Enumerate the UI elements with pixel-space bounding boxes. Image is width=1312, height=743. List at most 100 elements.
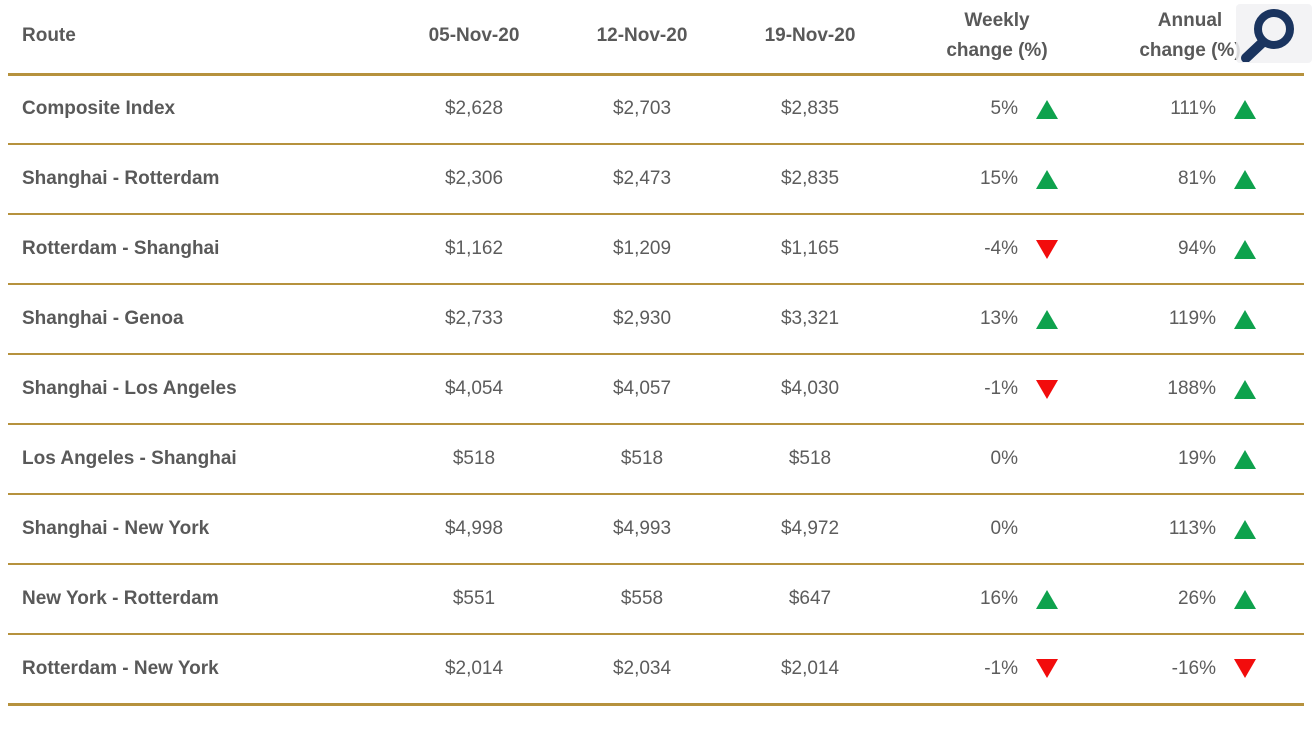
- table-header: Route 05-Nov-20 12-Nov-20 19-Nov-20 Week…: [8, 0, 1304, 76]
- triangle-down-icon: [1036, 379, 1058, 399]
- weekly-change-value: 13%: [979, 308, 1018, 329]
- annual-change-value: 81%: [1177, 168, 1216, 189]
- rate-value-date-2: $2,930: [558, 284, 726, 355]
- triangle-up-icon: [1036, 309, 1058, 329]
- route-name: Shanghai - Los Angeles: [8, 354, 390, 425]
- rate-value-date-2: $2,473: [558, 144, 726, 215]
- column-header-weekly-change: Weekly change (%): [894, 0, 1084, 76]
- weekly-change-value: 16%: [979, 588, 1018, 609]
- annual-change-value: 119%: [1168, 308, 1216, 329]
- rate-value-date-3: $4,030: [726, 354, 894, 425]
- rate-value-date-3: $518: [726, 424, 894, 495]
- rate-value-date-1: $2,733: [390, 284, 558, 355]
- table-row: Shanghai - Genoa $2,733 $2,930 $3,321 13…: [8, 284, 1304, 355]
- weekly-change-cell: 0%: [894, 424, 1084, 495]
- annual-change-cell: 26%: [1084, 564, 1304, 635]
- rate-value-date-3: $647: [726, 564, 894, 635]
- rate-value-date-3: $2,835: [726, 74, 894, 145]
- annual-change-value: 94%: [1177, 238, 1216, 259]
- table-row: Shanghai - Rotterdam $2,306 $2,473 $2,83…: [8, 144, 1304, 215]
- column-header-route: Route: [8, 0, 390, 76]
- rate-value-date-1: $518: [390, 424, 558, 495]
- weekly-change-value: 5%: [990, 98, 1018, 120]
- rate-value-date-3: $4,972: [726, 494, 894, 565]
- triangle-down-icon: [1036, 659, 1058, 679]
- annual-change-label-line2: change (%): [1139, 40, 1241, 62]
- table-row: Rotterdam - Shanghai $1,162 $1,209 $1,16…: [8, 214, 1304, 285]
- rate-value-date-1: $551: [390, 564, 558, 635]
- weekly-change-label-line1: Weekly: [964, 10, 1030, 32]
- rate-value-date-2: $558: [558, 564, 726, 635]
- triangle-up-icon: [1234, 239, 1256, 259]
- rate-value-date-2: $1,209: [558, 214, 726, 285]
- weekly-change-cell: 15%: [894, 144, 1084, 215]
- rate-value-date-3: $2,835: [726, 144, 894, 215]
- annual-change-cell: 19%: [1084, 424, 1304, 495]
- annual-change-cell: 94%: [1084, 214, 1304, 285]
- rate-value-date-3: $2,014: [726, 634, 894, 706]
- search-icon: [1241, 8, 1294, 62]
- weekly-change-value: -1%: [984, 378, 1018, 399]
- rate-value-date-1: $4,054: [390, 354, 558, 425]
- triangle-up-icon: [1036, 169, 1058, 189]
- annual-change-cell: 111%: [1084, 74, 1304, 145]
- rate-value-date-2: $4,993: [558, 494, 726, 565]
- route-name: Shanghai - New York: [8, 494, 390, 565]
- weekly-change-cell: -1%: [894, 354, 1084, 425]
- rate-value-date-2: $2,703: [558, 74, 726, 145]
- weekly-change-value: 15%: [979, 168, 1018, 189]
- weekly-change-cell: -4%: [894, 214, 1084, 285]
- triangle-up-icon: [1234, 589, 1256, 609]
- weekly-change-value: 0%: [990, 518, 1018, 539]
- triangle-down-icon: [1234, 659, 1256, 679]
- annual-change-value: 111%: [1170, 98, 1216, 120]
- weekly-change-value: 0%: [990, 448, 1018, 469]
- weekly-change-value: -1%: [984, 657, 1018, 679]
- table-row: Los Angeles - Shanghai $518 $518 $518 0%…: [8, 424, 1304, 495]
- annual-change-value: -16%: [1171, 657, 1216, 679]
- rate-value-date-1: $2,306: [390, 144, 558, 215]
- column-header-date-3: 19-Nov-20: [726, 0, 894, 76]
- annual-change-label-line1: Annual: [1157, 10, 1223, 32]
- triangle-up-icon: [1036, 99, 1058, 119]
- freight-rates-table: Route 05-Nov-20 12-Nov-20 19-Nov-20 Week…: [8, 0, 1304, 706]
- annual-change-value: 113%: [1168, 518, 1216, 539]
- column-header-date-1: 05-Nov-20: [390, 0, 558, 76]
- table-row: Composite Index $2,628 $2,703 $2,835 5% …: [8, 74, 1304, 145]
- route-name: Rotterdam - New York: [8, 634, 390, 706]
- weekly-change-cell: 5%: [894, 74, 1084, 145]
- triangle-up-icon: [1234, 519, 1256, 539]
- search-button[interactable]: [1236, 4, 1312, 63]
- column-header-date-2: 12-Nov-20: [558, 0, 726, 76]
- rate-value-date-3: $1,165: [726, 214, 894, 285]
- annual-change-cell: 113%: [1084, 494, 1304, 565]
- annual-change-value: 188%: [1167, 378, 1216, 399]
- annual-change-cell: 119%: [1084, 284, 1304, 355]
- triangle-up-icon: [1036, 589, 1058, 609]
- route-name: New York - Rotterdam: [8, 564, 390, 635]
- table-row: Shanghai - Los Angeles $4,054 $4,057 $4,…: [8, 354, 1304, 425]
- weekly-change-value: -4%: [984, 238, 1018, 259]
- rate-value-date-3: $3,321: [726, 284, 894, 355]
- table-row: Shanghai - New York $4,998 $4,993 $4,972…: [8, 494, 1304, 565]
- annual-change-cell: 81%: [1084, 144, 1304, 215]
- triangle-up-icon: [1234, 99, 1256, 119]
- triangle-up-icon: [1234, 309, 1256, 329]
- rate-value-date-1: $1,162: [390, 214, 558, 285]
- rate-value-date-2: $2,034: [558, 634, 726, 706]
- weekly-change-cell: 0%: [894, 494, 1084, 565]
- annual-change-cell: -16%: [1084, 634, 1304, 706]
- triangle-up-icon: [1234, 169, 1256, 189]
- rates-table-body: Composite Index $2,628 $2,703 $2,835 5% …: [8, 74, 1304, 706]
- route-name: Shanghai - Rotterdam: [8, 144, 390, 215]
- rate-value-date-1: $4,998: [390, 494, 558, 565]
- weekly-change-cell: -1%: [894, 634, 1084, 706]
- annual-change-value: 26%: [1177, 588, 1216, 609]
- triangle-up-icon: [1234, 449, 1256, 469]
- route-name: Los Angeles - Shanghai: [8, 424, 390, 495]
- rate-value-date-1: $2,014: [390, 634, 558, 706]
- table-row: Rotterdam - New York $2,014 $2,034 $2,01…: [8, 634, 1304, 706]
- route-name: Composite Index: [8, 74, 390, 145]
- triangle-up-icon: [1234, 379, 1256, 399]
